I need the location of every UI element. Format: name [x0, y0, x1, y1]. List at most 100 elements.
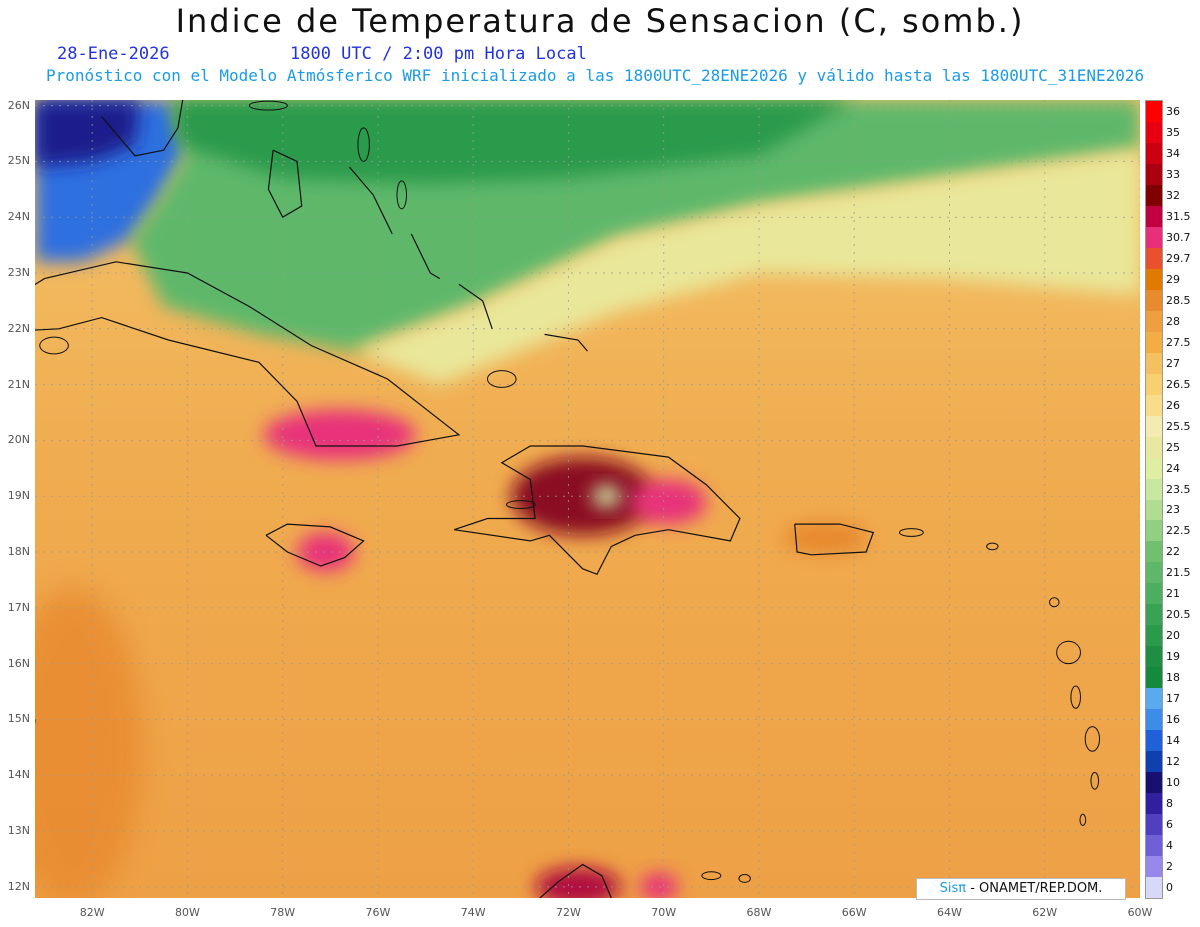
legend-level-label: 18 — [1166, 671, 1180, 685]
lat-tick-label: 15N — [7, 712, 30, 726]
florida-cold-region — [35, 100, 140, 167]
legend-level-label: 35 — [1166, 125, 1180, 139]
legend-level-label: 27.5 — [1166, 335, 1191, 349]
bonaire — [738, 874, 751, 883]
legend-level-label: 25.5 — [1166, 419, 1191, 433]
legend-swatch — [1146, 101, 1162, 123]
lon-tick-label: 68W — [746, 906, 772, 919]
legend-swatch — [1146, 562, 1162, 584]
great-inagua-island — [486, 370, 517, 388]
legend-swatch — [1146, 205, 1162, 228]
heat-index-map — [35, 100, 1140, 898]
lat-tick-label: 14N — [7, 768, 30, 782]
legend-swatch — [1146, 835, 1162, 857]
lon-tick-label: 74W — [460, 906, 486, 919]
forecast-date: 28-Ene-2026 — [57, 44, 170, 64]
legend-swatch — [1146, 268, 1162, 291]
caicos-coastline — [544, 333, 588, 352]
venezuela-coastline — [539, 863, 612, 898]
legend-swatch — [1146, 541, 1162, 563]
legend-level-label: 16 — [1166, 713, 1180, 727]
legend-swatch — [1146, 121, 1162, 144]
eleuthera-island — [357, 127, 370, 162]
st-vincent — [1079, 813, 1087, 826]
hispaniola-hot — [511, 457, 655, 536]
gonave-island — [506, 500, 536, 509]
lat-tick-label: 13N — [7, 824, 30, 838]
legend-swatch — [1146, 730, 1162, 752]
lat-tick-label: 21N — [7, 377, 30, 391]
jamaica-coastline — [265, 523, 365, 567]
legend-level-label: 29.7 — [1166, 251, 1191, 265]
sis-logo-text: Sisπ — [939, 881, 967, 896]
legend-level-label: 26 — [1166, 398, 1180, 412]
lon-tick-label: 78W — [270, 906, 296, 919]
lon-tick-label: 72W — [556, 906, 581, 919]
lon-tick-label: 62W — [1032, 906, 1058, 919]
legend-swatch — [1146, 163, 1162, 186]
cat-island — [396, 180, 408, 210]
legend-swatch — [1146, 646, 1162, 668]
legend-swatch — [1146, 310, 1162, 333]
legend-level-label: 33 — [1166, 167, 1180, 181]
legend-level-label: 19 — [1166, 650, 1180, 664]
legend-level-label: 31.5 — [1166, 209, 1191, 223]
bahamas-exuma-coastline — [348, 166, 393, 235]
legend-swatch — [1146, 772, 1162, 794]
isla-juventud — [39, 336, 69, 355]
legend-level-label: 20.5 — [1166, 608, 1191, 622]
legend-swatch — [1146, 478, 1162, 500]
legend-level-label: 22.5 — [1166, 524, 1191, 538]
legend-level-label: 26.5 — [1166, 377, 1191, 391]
legend-swatch — [1146, 457, 1162, 480]
legend-swatch — [1146, 583, 1162, 605]
legend-level-label: 20 — [1166, 629, 1180, 643]
legend-swatch — [1146, 667, 1162, 689]
long-island-coastline — [410, 233, 441, 280]
legend-swatch — [1146, 394, 1162, 417]
acklins-coastline — [458, 283, 493, 329]
grand-bahama-island — [248, 100, 288, 111]
legend-swatch — [1146, 331, 1162, 354]
florida-coastline — [101, 100, 184, 157]
cuba-coastline — [35, 261, 461, 447]
credit-box: Sisπ - ONAMET/REP.DOM. — [916, 878, 1126, 900]
lat-tick-label: 23N — [7, 265, 30, 279]
legend-level-label: 17 — [1166, 692, 1180, 706]
lon-tick-label: 82W — [79, 906, 105, 919]
lon-tick-label: 80W — [174, 906, 200, 919]
puerto-rico-warm — [782, 521, 869, 555]
southwest-warm-patch — [35, 587, 144, 898]
legend-level-label: 21.5 — [1166, 566, 1191, 580]
legend-swatch — [1146, 226, 1162, 249]
hispaniola-center-cool — [592, 485, 621, 508]
legend-level-label: 4 — [1166, 839, 1173, 853]
legend-level-label: 24 — [1166, 461, 1180, 475]
lat-tick-label: 12N — [7, 879, 30, 893]
lat-tick-label: 20N — [7, 433, 30, 447]
legend-level-label: 25 — [1166, 440, 1180, 454]
cuba-east-hot — [263, 409, 417, 460]
legend-level-label: 23 — [1166, 503, 1180, 517]
legend-level-label: 8 — [1166, 797, 1173, 811]
yellow-band-region — [354, 150, 1140, 385]
legend-level-label: 14 — [1166, 734, 1180, 748]
legend-swatch — [1146, 520, 1162, 542]
legend-level-label: 12 — [1166, 755, 1180, 769]
guadeloupe — [1056, 640, 1081, 665]
hispaniola-coastline — [453, 445, 741, 576]
legend-level-label: 21 — [1166, 587, 1180, 601]
map-area — [35, 100, 1140, 898]
legend-swatch — [1146, 247, 1162, 270]
legend-level-label: 23.5 — [1166, 482, 1191, 496]
anguilla — [986, 542, 999, 551]
virgin-islands — [898, 528, 924, 537]
aruba-hot — [639, 872, 678, 898]
legend-swatch — [1146, 415, 1162, 438]
legend-swatch — [1146, 289, 1162, 312]
curacao — [701, 871, 722, 881]
legend-swatch — [1146, 793, 1162, 815]
hispaniola-east — [630, 479, 707, 525]
lon-tick-label: 76W — [365, 906, 391, 919]
legend-level-label: 32 — [1166, 188, 1180, 202]
